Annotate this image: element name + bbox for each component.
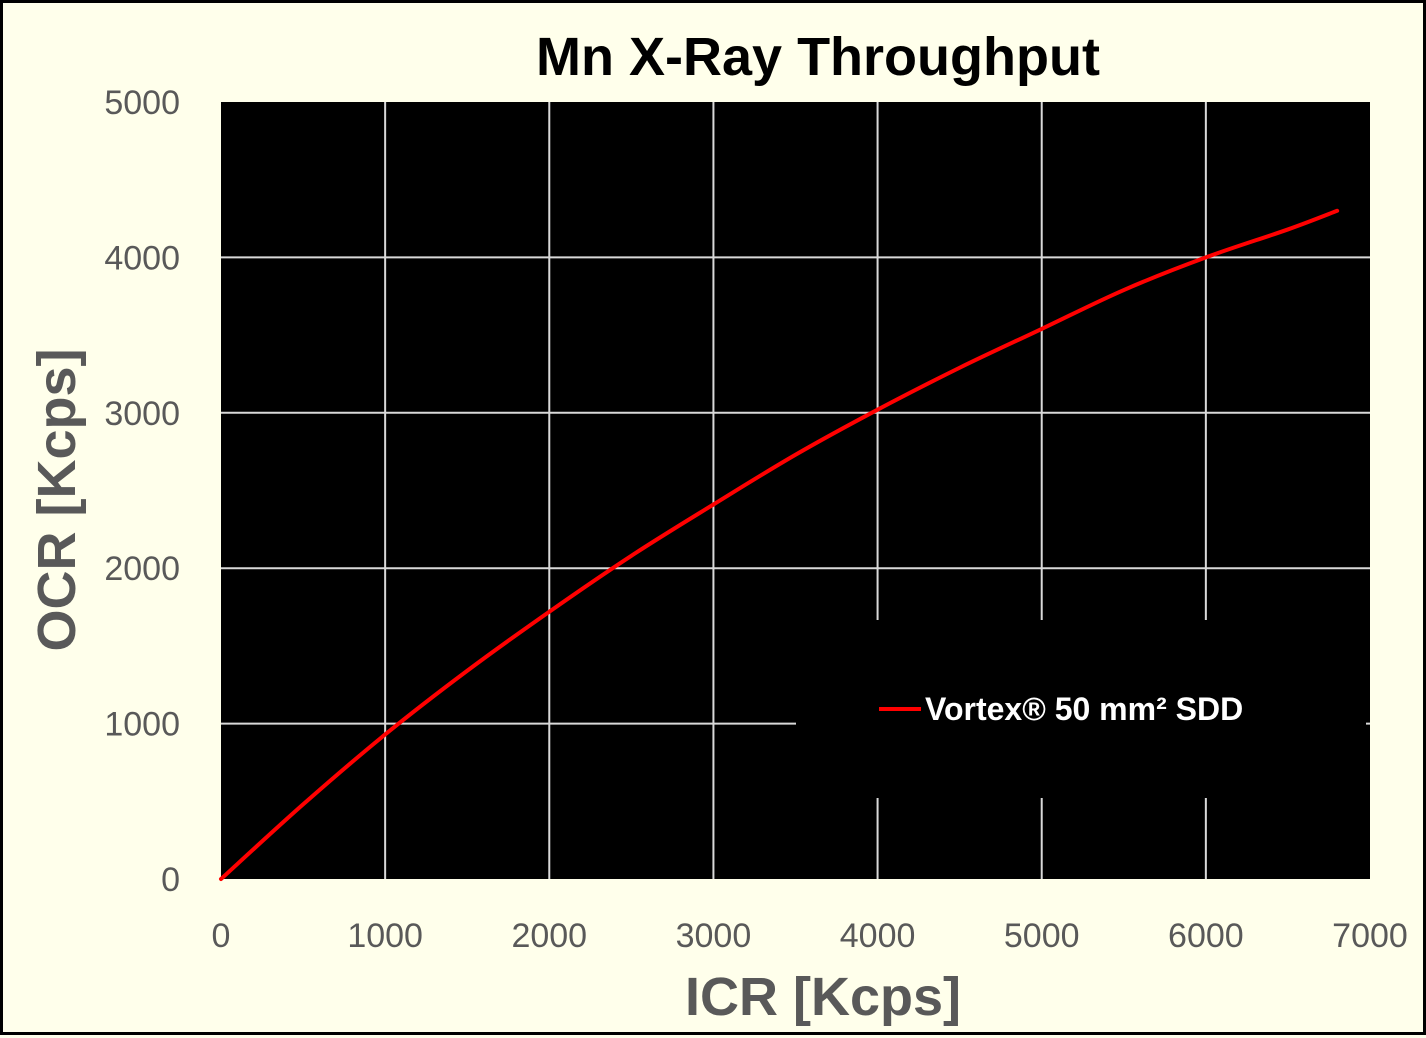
x-tick-labels: 0 1000 2000 3000 4000 5000 6000 7000	[212, 917, 1408, 955]
x-axis-label: ICR [Kcps]	[685, 967, 961, 1027]
chart-title: Mn X-Ray Throughput	[536, 27, 1100, 87]
series-line	[219, 208, 1340, 881]
legend: Vortex® 50 mm² SDD	[796, 620, 1366, 798]
chart-svg: Vortex® 50 mm² SDD 0 1000 2000 3000 4000 5000…	[27, 27, 1408, 1027]
y-tick-label: 3000	[104, 395, 180, 433]
y-tick-label: 2000	[104, 550, 180, 588]
y-tick-label: 5000	[104, 84, 180, 122]
series-group	[219, 208, 1340, 881]
x-tick-label: 6000	[1168, 917, 1244, 955]
x-tick-label: 2000	[511, 917, 587, 955]
y-axis-label: OCR [Kcps]	[27, 348, 87, 651]
y-tick-label: 0	[161, 861, 180, 899]
legend-label: Vortex® 50 mm² SDD	[925, 691, 1243, 727]
y-tick-label: 4000	[104, 239, 180, 277]
y-tick-label: 1000	[104, 706, 180, 744]
x-tick-label: 5000	[1004, 917, 1080, 955]
x-tick-label: 3000	[676, 917, 752, 955]
plot-area: Vortex® 50 mm² SDD	[219, 102, 1370, 881]
x-tick-label: 0	[212, 917, 231, 955]
x-tick-label: 7000	[1332, 917, 1408, 955]
x-tick-label: 1000	[347, 917, 423, 955]
y-tick-labels: 0 1000 2000 3000 4000 5000	[104, 84, 180, 899]
x-tick-label: 4000	[840, 917, 916, 955]
